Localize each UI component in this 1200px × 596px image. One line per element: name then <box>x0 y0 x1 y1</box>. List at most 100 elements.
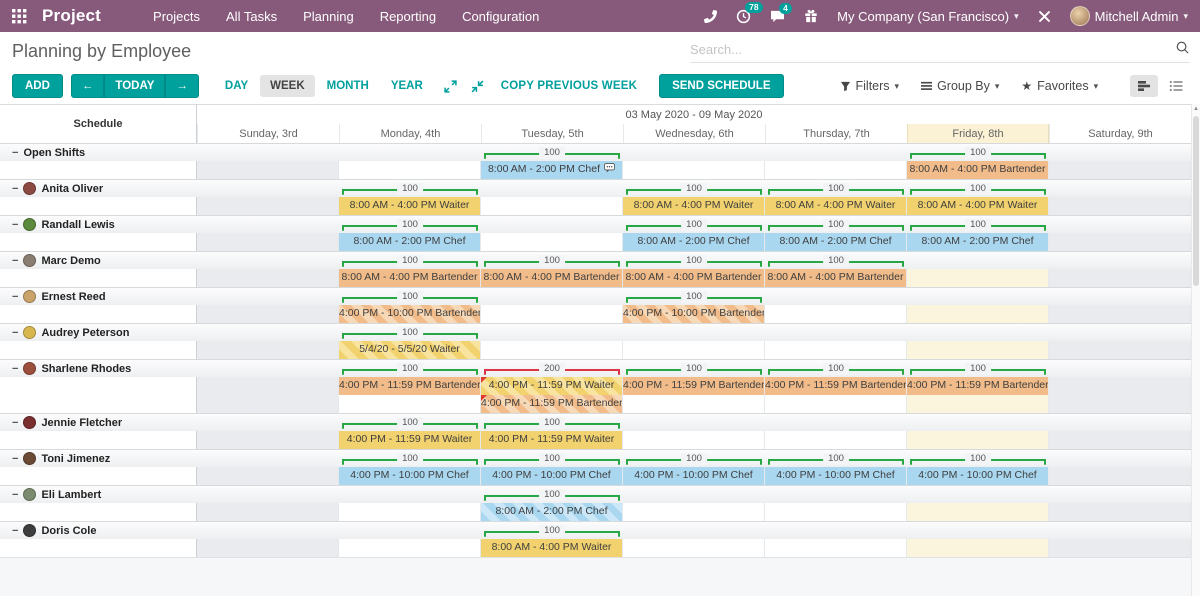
day-cell[interactable] <box>765 341 907 359</box>
collapse-icon[interactable]: − <box>12 146 19 159</box>
shift-chip[interactable]: 4:00 PM - 11:59 PM Bartender <box>481 395 622 413</box>
day-cell[interactable] <box>481 197 623 215</box>
add-button[interactable]: ADD <box>12 74 63 98</box>
collapse-icon[interactable]: − <box>12 326 19 339</box>
day-cell[interactable] <box>197 467 339 485</box>
day-cell[interactable] <box>623 539 765 557</box>
shift-chip[interactable]: 4:00 PM - 10:00 PM Chef <box>623 467 764 485</box>
employee-group-toggle[interactable]: − Jennie Fletcher <box>0 414 197 431</box>
day-cell[interactable] <box>765 305 907 323</box>
day-cell[interactable]: 8:00 AM - 4:00 PM Waiter <box>907 197 1049 215</box>
day-cell[interactable] <box>1049 197 1191 215</box>
nav-menu-all-tasks[interactable]: All Tasks <box>226 8 278 24</box>
shift-chip[interactable]: 8:00 AM - 4:00 PM Bartender <box>339 269 480 287</box>
shift-chip[interactable]: 4:00 PM - 10:00 PM Chef <box>339 467 480 485</box>
shift-chip[interactable]: 8:00 AM - 2:00 PM Chef <box>907 233 1048 251</box>
shift-chip[interactable]: 8:00 AM - 4:00 PM Bartender <box>765 269 906 287</box>
employee-group-toggle[interactable]: − Anita Oliver <box>0 180 197 197</box>
shift-chip[interactable]: 4:00 PM - 10:00 PM Bartender <box>623 305 764 323</box>
next-period-button[interactable]: → <box>165 74 199 98</box>
shift-chip[interactable]: 4:00 PM - 11:59 PM Bartender <box>765 377 906 395</box>
day-cell[interactable] <box>907 503 1049 521</box>
day-cell[interactable] <box>1049 305 1191 323</box>
day-cell[interactable]: 4:00 PM - 11:59 PM Bartender <box>907 377 1049 395</box>
scale-month-button[interactable]: MONTH <box>317 75 379 97</box>
gift-icon[interactable] <box>804 9 818 23</box>
filters-dropdown[interactable]: Filters ▾ <box>840 79 899 93</box>
phone-icon[interactable] <box>704 9 718 23</box>
day-cell[interactable] <box>907 539 1049 557</box>
send-schedule-button[interactable]: SEND SCHEDULE <box>659 74 784 98</box>
day-cell[interactable]: 8:00 AM - 4:00 PM Bartender <box>339 269 481 287</box>
collapse-icon[interactable]: − <box>12 452 19 465</box>
employee-group-toggle[interactable]: − Doris Cole <box>0 522 197 539</box>
day-cell[interactable] <box>197 539 339 557</box>
day-cell[interactable] <box>907 305 1049 323</box>
scrollbar-thumb[interactable] <box>1193 116 1199 286</box>
collapse-rows-icon[interactable] <box>468 80 487 93</box>
nav-menu-projects[interactable]: Projects <box>153 8 201 24</box>
day-cell[interactable] <box>197 233 339 251</box>
scroll-up-arrow[interactable]: ▲ <box>1193 106 1199 112</box>
employee-group-toggle[interactable]: − Marc Demo <box>0 252 197 269</box>
day-cell[interactable] <box>907 269 1049 287</box>
day-cell[interactable]: 5/4/20 - 5/5/20 Waiter <box>339 341 481 359</box>
day-cell[interactable] <box>481 233 623 251</box>
list-view-button[interactable] <box>1162 75 1190 97</box>
employee-group-toggle[interactable]: − Toni Jimenez <box>0 450 197 467</box>
day-cell[interactable] <box>197 305 339 323</box>
day-cell[interactable]: 8:00 AM - 4:00 PM Waiter <box>339 197 481 215</box>
shift-chip[interactable]: 4:00 PM - 11:59 PM Waiter <box>481 431 622 449</box>
messages-icon[interactable]: 4 <box>770 2 792 23</box>
shift-chip[interactable]: 8:00 AM - 4:00 PM Waiter <box>481 539 622 557</box>
day-cell[interactable] <box>765 503 907 521</box>
employee-group-toggle[interactable]: − Audrey Peterson <box>0 324 197 341</box>
day-cell[interactable]: 4:00 PM - 11:59 PM Bartender <box>481 395 623 413</box>
day-cell[interactable] <box>197 161 339 179</box>
day-cell[interactable] <box>1049 377 1191 395</box>
collapse-icon[interactable]: − <box>12 254 19 267</box>
shift-chip[interactable]: 8:00 AM - 4:00 PM Waiter <box>765 197 906 215</box>
shift-chip[interactable]: 8:00 AM - 4:00 PM Bartender <box>623 269 764 287</box>
day-cell[interactable] <box>339 161 481 179</box>
day-cell[interactable]: 8:00 AM - 2:00 PM Chef <box>907 233 1049 251</box>
shift-chip[interactable]: 8:00 AM - 2:00 PM Chef <box>765 233 906 251</box>
day-cell[interactable] <box>907 341 1049 359</box>
shift-chip[interactable]: 8:00 AM - 4:00 PM Waiter <box>339 197 480 215</box>
day-cell[interactable]: 8:00 AM - 4:00 PM Waiter <box>481 539 623 557</box>
company-switcher[interactable]: My Company (San Francisco) ▾ <box>837 9 1018 24</box>
employee-group-toggle[interactable]: − Open Shifts <box>0 144 197 161</box>
employee-group-toggle[interactable]: − Eli Lambert <box>0 486 197 503</box>
day-cell[interactable]: 4:00 PM - 11:59 PM Waiter <box>481 377 623 395</box>
collapse-icon[interactable]: − <box>12 362 19 375</box>
day-cell[interactable]: 4:00 PM - 10:00 PM Chef <box>765 467 907 485</box>
collapse-icon[interactable]: − <box>12 488 19 501</box>
group-by-dropdown[interactable]: Group By ▾ <box>921 79 999 93</box>
day-cell[interactable]: 8:00 AM - 2:00 PM Chef <box>481 161 623 179</box>
day-cell[interactable]: 4:00 PM - 11:59 PM Waiter <box>339 431 481 449</box>
scale-year-button[interactable]: YEAR <box>381 75 433 97</box>
prev-period-button[interactable]: ← <box>70 74 105 98</box>
copy-previous-week-button[interactable]: COPY PREVIOUS WEEK <box>495 75 643 97</box>
day-cell[interactable] <box>1049 467 1191 485</box>
day-cell[interactable] <box>197 395 339 413</box>
day-cell[interactable]: 4:00 PM - 11:59 PM Bartender <box>623 377 765 395</box>
day-cell[interactable]: 4:00 PM - 10:00 PM Bartender <box>623 305 765 323</box>
day-cell[interactable]: 8:00 AM - 2:00 PM Chef <box>765 233 907 251</box>
day-cell[interactable]: 4:00 PM - 10:00 PM Chef <box>481 467 623 485</box>
day-cell[interactable] <box>765 539 907 557</box>
day-cell[interactable] <box>1049 431 1191 449</box>
day-cell[interactable] <box>1049 161 1191 179</box>
day-cell[interactable] <box>481 341 623 359</box>
collapse-icon[interactable]: − <box>12 290 19 303</box>
day-cell[interactable] <box>197 269 339 287</box>
shift-chip[interactable]: 8:00 AM - 4:00 PM Waiter <box>907 197 1048 215</box>
shift-chip[interactable]: 4:00 PM - 11:59 PM Bartender <box>907 377 1048 395</box>
day-cell[interactable] <box>1049 269 1191 287</box>
day-cell[interactable]: 8:00 AM - 4:00 PM Waiter <box>623 197 765 215</box>
day-cell[interactable] <box>907 431 1049 449</box>
day-cell[interactable]: 8:00 AM - 4:00 PM Waiter <box>765 197 907 215</box>
favorites-dropdown[interactable]: ★ Favorites ▾ <box>1021 79 1098 93</box>
shift-chip[interactable]: 8:00 AM - 2:00 PM Chef <box>481 503 622 521</box>
employee-group-toggle[interactable]: − Randall Lewis <box>0 216 197 233</box>
